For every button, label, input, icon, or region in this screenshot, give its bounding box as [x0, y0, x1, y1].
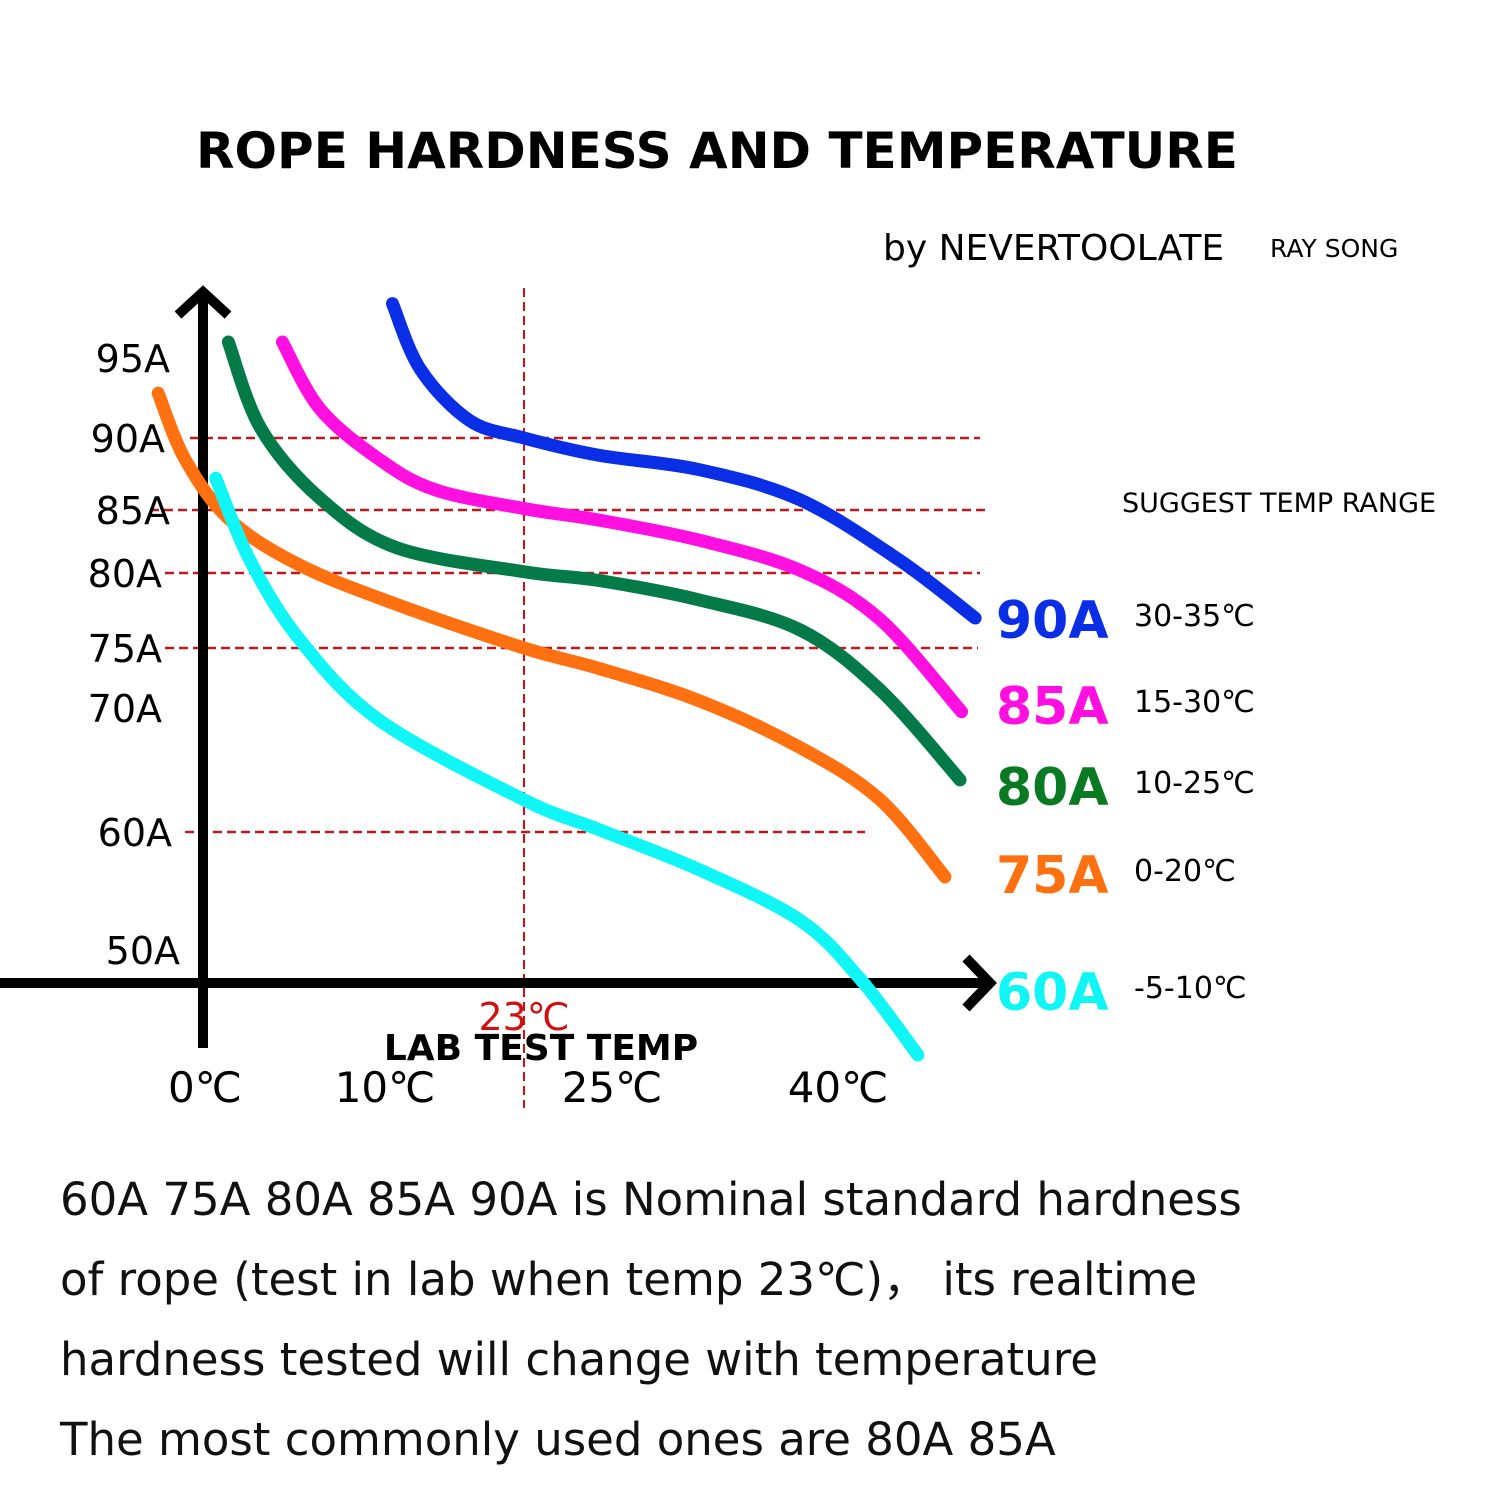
- x-axis-arrow-icon: [962, 954, 997, 1012]
- y-tick-label: 90A: [91, 417, 165, 461]
- x-tick-label: 10℃: [335, 1063, 436, 1112]
- x-tick-label: 25℃: [562, 1063, 663, 1112]
- y-tick-label: 85A: [96, 489, 170, 533]
- legend-label-75A: 75A: [996, 846, 1109, 906]
- legend: 90A 30-35℃ 85A 15-30℃ 80A 10-25℃ 75A 0-20℃ 60A -5…: [996, 591, 1255, 1023]
- note-line: of rope (test in lab when temp 23℃)， its…: [60, 1253, 1198, 1306]
- legend-range-85A: 15-30℃: [1134, 685, 1255, 720]
- series-line-85A: [275, 335, 969, 719]
- legend-label-90A: 90A: [996, 591, 1109, 651]
- legend-range-80A: 10-25℃: [1134, 766, 1255, 801]
- y-tick-labels: 95A 90A 85A 80A 75A 70A 60A 50A: [88, 337, 180, 973]
- legend-range-90A: 30-35℃: [1134, 599, 1255, 634]
- note-line: 60A 75A 80A 85A 90A is Nominal standard …: [60, 1173, 1242, 1226]
- chart-title: ROPE HARDNESS AND TEMPERATURE: [196, 122, 1238, 180]
- note-line: hardness tested will change with tempera…: [60, 1333, 1098, 1386]
- x-tick-label: 40℃: [788, 1063, 889, 1112]
- lab-test-caption: LAB TEST TEMP: [384, 1028, 698, 1069]
- series-line-60A: [209, 471, 925, 1062]
- lab-test-temp-label: 23℃: [478, 995, 569, 1039]
- chart-subtitle: by NEVERTOOLATE: [883, 228, 1224, 269]
- y-tick-label: 80A: [88, 552, 162, 596]
- series-lines: [151, 297, 982, 1062]
- y-tick-label: 70A: [88, 687, 162, 731]
- series-line-80A: [221, 335, 967, 787]
- x-tick-labels: 0℃ 10℃ 25℃ 40℃: [168, 1063, 888, 1112]
- legend-range-60A: -5-10℃: [1134, 971, 1247, 1006]
- y-tick-label: 75A: [88, 627, 162, 671]
- legend-label-60A: 60A: [996, 963, 1109, 1023]
- legend-label-85A: 85A: [996, 677, 1109, 737]
- legend-range-75A: 0-20℃: [1134, 854, 1236, 889]
- chart-author: RAY SONG: [1270, 234, 1398, 263]
- legend-label-80A: 80A: [996, 758, 1109, 818]
- y-axis-arrow-icon: [174, 285, 232, 319]
- y-tick-label: 95A: [96, 337, 170, 381]
- series-line-75A: [151, 386, 952, 884]
- note-line: The most commonly used ones are 80A 85A: [60, 1413, 1056, 1466]
- axes: [0, 285, 997, 1048]
- legend-title: SUGGEST TEMP RANGE: [1122, 488, 1436, 519]
- notes: 60A 75A 80A 85A 90A is Nominal standard …: [60, 1160, 1242, 1480]
- x-tick-label: 0℃: [168, 1063, 242, 1112]
- y-tick-label: 50A: [106, 929, 180, 973]
- y-tick-label: 60A: [98, 811, 172, 855]
- series-line-90A: [385, 297, 982, 625]
